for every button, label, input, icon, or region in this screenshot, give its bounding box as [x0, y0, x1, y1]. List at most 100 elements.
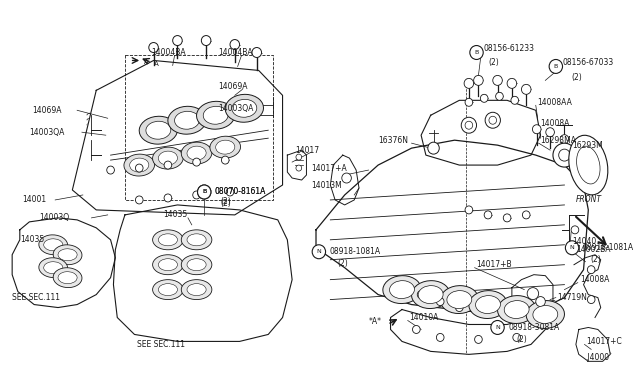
Ellipse shape — [221, 156, 229, 164]
Ellipse shape — [553, 143, 576, 167]
Text: 14001: 14001 — [22, 195, 46, 205]
Text: N: N — [317, 249, 321, 254]
Text: 08156-61233: 08156-61233 — [483, 44, 534, 53]
Ellipse shape — [390, 280, 415, 299]
Text: SEE SEC.111: SEE SEC.111 — [138, 340, 186, 349]
Text: (2): (2) — [337, 259, 348, 268]
Ellipse shape — [577, 146, 600, 184]
Ellipse shape — [465, 206, 473, 214]
Text: 08918-1081A: 08918-1081A — [582, 243, 634, 252]
Ellipse shape — [465, 121, 473, 129]
Ellipse shape — [198, 185, 211, 199]
Ellipse shape — [493, 76, 502, 86]
Polygon shape — [512, 275, 553, 312]
Ellipse shape — [491, 321, 504, 334]
Ellipse shape — [140, 116, 177, 144]
Ellipse shape — [484, 211, 492, 219]
Text: 08070-8161A: 08070-8161A — [215, 187, 266, 196]
Text: 14008A: 14008A — [541, 119, 570, 128]
Ellipse shape — [513, 333, 520, 341]
Ellipse shape — [588, 296, 595, 304]
Text: SEE SEC.111: SEE SEC.111 — [12, 293, 60, 302]
Ellipse shape — [456, 304, 463, 311]
Ellipse shape — [136, 196, 143, 204]
Ellipse shape — [158, 151, 177, 165]
Ellipse shape — [148, 42, 158, 52]
Ellipse shape — [252, 48, 262, 58]
Text: 14040: 14040 — [572, 237, 596, 246]
Text: (2): (2) — [516, 335, 527, 344]
Ellipse shape — [469, 291, 507, 318]
Polygon shape — [330, 155, 359, 205]
Text: A: A — [154, 61, 158, 67]
Ellipse shape — [216, 140, 235, 154]
Ellipse shape — [497, 296, 536, 324]
Polygon shape — [390, 308, 545, 355]
Polygon shape — [113, 205, 292, 341]
Ellipse shape — [196, 101, 235, 129]
Ellipse shape — [187, 283, 206, 296]
Ellipse shape — [418, 286, 443, 304]
Ellipse shape — [481, 94, 488, 102]
Ellipse shape — [440, 286, 479, 314]
Ellipse shape — [152, 280, 183, 299]
Ellipse shape — [152, 147, 183, 169]
Ellipse shape — [193, 191, 200, 199]
Ellipse shape — [164, 194, 172, 202]
Text: 14035: 14035 — [20, 235, 44, 244]
Text: N: N — [570, 245, 575, 250]
Ellipse shape — [461, 117, 477, 133]
Ellipse shape — [474, 76, 483, 86]
Ellipse shape — [549, 60, 563, 73]
Text: 16376N: 16376N — [378, 136, 408, 145]
Ellipse shape — [158, 283, 177, 296]
Ellipse shape — [522, 84, 531, 94]
Text: 14017: 14017 — [295, 145, 319, 155]
Text: N: N — [495, 325, 500, 330]
Ellipse shape — [475, 336, 483, 343]
Ellipse shape — [181, 280, 212, 299]
Text: (2): (2) — [488, 58, 499, 67]
Ellipse shape — [44, 239, 63, 251]
Polygon shape — [72, 61, 283, 215]
Ellipse shape — [204, 106, 228, 124]
Text: 14069A: 14069A — [218, 82, 248, 91]
Ellipse shape — [588, 266, 595, 274]
Ellipse shape — [158, 259, 177, 271]
Text: 16293M: 16293M — [572, 141, 603, 150]
Ellipse shape — [58, 249, 77, 261]
Ellipse shape — [53, 245, 82, 264]
Ellipse shape — [503, 214, 511, 222]
Ellipse shape — [428, 142, 439, 154]
Ellipse shape — [44, 262, 63, 274]
Ellipse shape — [53, 268, 82, 288]
Ellipse shape — [146, 121, 171, 139]
Text: B: B — [202, 189, 206, 195]
Ellipse shape — [342, 173, 351, 183]
Ellipse shape — [187, 234, 206, 246]
Text: (2): (2) — [220, 198, 231, 206]
Ellipse shape — [124, 154, 154, 176]
Ellipse shape — [39, 235, 68, 255]
Text: B: B — [202, 189, 206, 195]
Ellipse shape — [168, 106, 206, 134]
Ellipse shape — [152, 255, 183, 275]
Ellipse shape — [296, 154, 301, 160]
Text: 14003QA: 14003QA — [218, 104, 254, 113]
Ellipse shape — [527, 288, 539, 299]
Ellipse shape — [130, 158, 149, 172]
Ellipse shape — [504, 301, 529, 318]
Ellipse shape — [465, 98, 473, 106]
Text: 14004BA: 14004BA — [150, 48, 186, 57]
Text: 14013M: 14013M — [311, 180, 342, 189]
Text: B: B — [474, 50, 479, 55]
Ellipse shape — [58, 272, 77, 283]
Text: 14069A: 14069A — [32, 106, 61, 115]
Ellipse shape — [226, 188, 234, 196]
Text: *A*: *A* — [369, 317, 381, 326]
Ellipse shape — [464, 78, 474, 89]
Polygon shape — [574, 255, 601, 318]
Text: 14010A: 14010A — [410, 313, 439, 322]
Text: 08156-67033: 08156-67033 — [563, 58, 614, 67]
Ellipse shape — [152, 230, 183, 250]
